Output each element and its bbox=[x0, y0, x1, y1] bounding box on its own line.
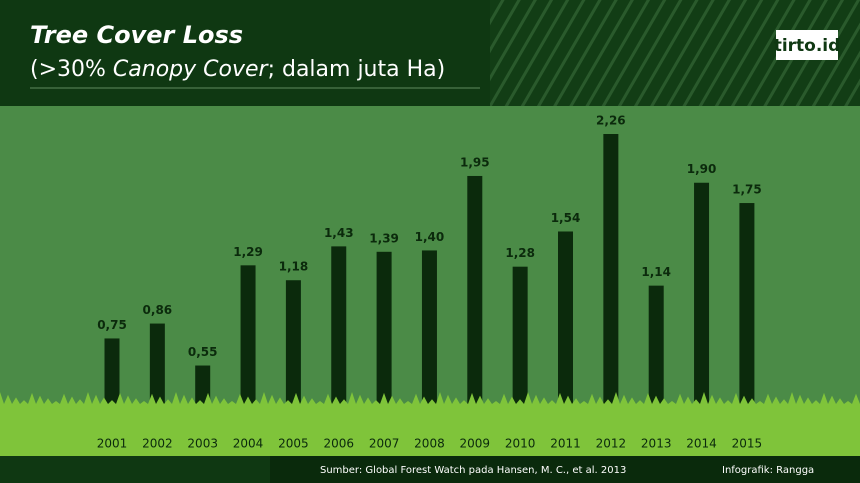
value-label: 1,54 bbox=[551, 211, 581, 225]
value-label: 1,43 bbox=[324, 226, 354, 240]
bar bbox=[558, 231, 573, 440]
footer-panel bbox=[270, 456, 860, 483]
credit: Infografik: Rangga bbox=[722, 465, 814, 476]
bar bbox=[648, 285, 664, 440]
value-label: 1,29 bbox=[233, 245, 263, 259]
x-tick-label: 2007 bbox=[369, 437, 400, 451]
x-tick-label: 2001 bbox=[97, 437, 128, 451]
chart-title: Tree Cover Loss bbox=[30, 21, 243, 49]
bar bbox=[512, 266, 528, 440]
value-label: 1,14 bbox=[641, 265, 671, 279]
x-tick-label: 2012 bbox=[596, 437, 627, 451]
value-label: 0,75 bbox=[97, 318, 127, 332]
grass bbox=[0, 392, 860, 456]
subtitle-part: Canopy Cover bbox=[113, 57, 270, 82]
bar bbox=[694, 182, 710, 441]
labels: 0,75 2001 0,86 2002 0,55 2003 1,29 2004 1,18 2005… bbox=[97, 114, 762, 451]
value-label: 1,90 bbox=[687, 162, 717, 176]
value-label: 1,39 bbox=[369, 231, 399, 245]
value-label: 1,75 bbox=[732, 183, 762, 197]
x-tick-label: 2011 bbox=[550, 437, 581, 451]
x-tick-label: 2002 bbox=[142, 437, 173, 451]
x-tick-label: 2006 bbox=[323, 437, 354, 451]
value-label: 1,95 bbox=[460, 155, 490, 169]
bar bbox=[421, 250, 437, 440]
value-label: 0,86 bbox=[143, 303, 173, 317]
bar bbox=[331, 246, 347, 440]
bar bbox=[603, 134, 619, 440]
subtitle-part: ; dalam juta Ha) bbox=[268, 57, 446, 82]
value-label: 1,18 bbox=[279, 260, 309, 274]
value-label: 1,40 bbox=[415, 230, 445, 244]
bar bbox=[739, 203, 755, 440]
logo: tirto.id bbox=[774, 36, 841, 56]
bar bbox=[240, 265, 256, 440]
x-tick-label: 2010 bbox=[505, 437, 536, 451]
x-tick-label: 2005 bbox=[278, 437, 309, 451]
x-tick-label: 2013 bbox=[641, 437, 672, 451]
x-tick-label: 2004 bbox=[233, 437, 264, 451]
value-label: 2,26 bbox=[596, 114, 626, 128]
value-label: 1,28 bbox=[505, 246, 535, 260]
x-tick-label: 2015 bbox=[732, 437, 763, 451]
subtitle-part: (>30% bbox=[30, 57, 113, 82]
chart-subtitle: (>30% Canopy Cover; dalam juta Ha) bbox=[30, 57, 445, 82]
x-tick-label: 2009 bbox=[460, 437, 491, 451]
bar bbox=[467, 175, 483, 440]
bar bbox=[376, 251, 392, 440]
source: Sumber: Global Forest Watch pada Hansen,… bbox=[320, 465, 626, 476]
x-tick-label: 2008 bbox=[414, 437, 445, 451]
bars bbox=[104, 134, 755, 441]
logo-box bbox=[776, 30, 838, 60]
x-tick-label: 2003 bbox=[187, 437, 218, 451]
value-label: 0,55 bbox=[188, 345, 218, 359]
x-tick-label: 2014 bbox=[686, 437, 717, 451]
